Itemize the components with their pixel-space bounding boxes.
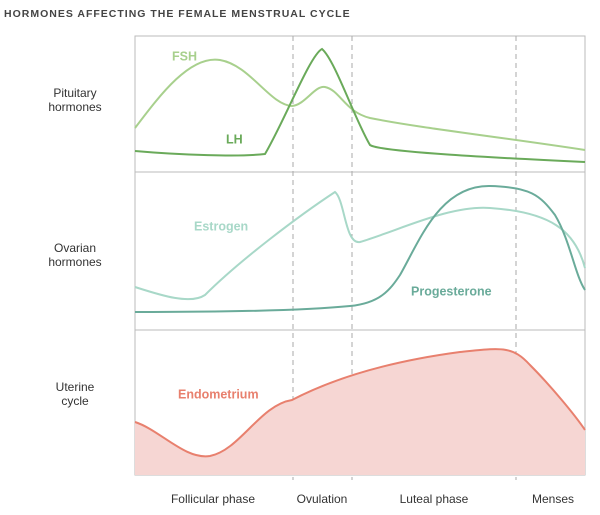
phase-label: Follicular phase bbox=[171, 492, 255, 506]
fsh-curve bbox=[134, 58, 586, 151]
curve-label: Endometrium bbox=[178, 387, 259, 401]
curve-label: Progesterone bbox=[411, 284, 492, 298]
phase-label: Ovulation bbox=[297, 492, 348, 506]
curve-label: Estrogen bbox=[194, 219, 248, 233]
row-label: Pituitary bbox=[53, 86, 96, 100]
row-label: hormones bbox=[48, 255, 101, 269]
row-label: cycle bbox=[61, 394, 89, 408]
endometrium-area bbox=[135, 349, 585, 475]
row-label: Ovarian bbox=[54, 241, 96, 255]
phase-label: Menses bbox=[532, 492, 574, 506]
row-label: Uterine bbox=[56, 380, 95, 394]
title: HORMONES AFFECTING THE FEMALE MENSTRUAL … bbox=[4, 8, 351, 20]
row-label: hormones bbox=[48, 100, 101, 114]
phase-label: Luteal phase bbox=[400, 492, 469, 506]
estrogen-curve bbox=[134, 190, 586, 301]
curve-label: FSH bbox=[172, 49, 197, 63]
curve-label: LH bbox=[226, 132, 243, 146]
lh-curve bbox=[134, 47, 586, 163]
progesterone-curve bbox=[134, 184, 586, 313]
endometrium-curve bbox=[134, 348, 586, 458]
